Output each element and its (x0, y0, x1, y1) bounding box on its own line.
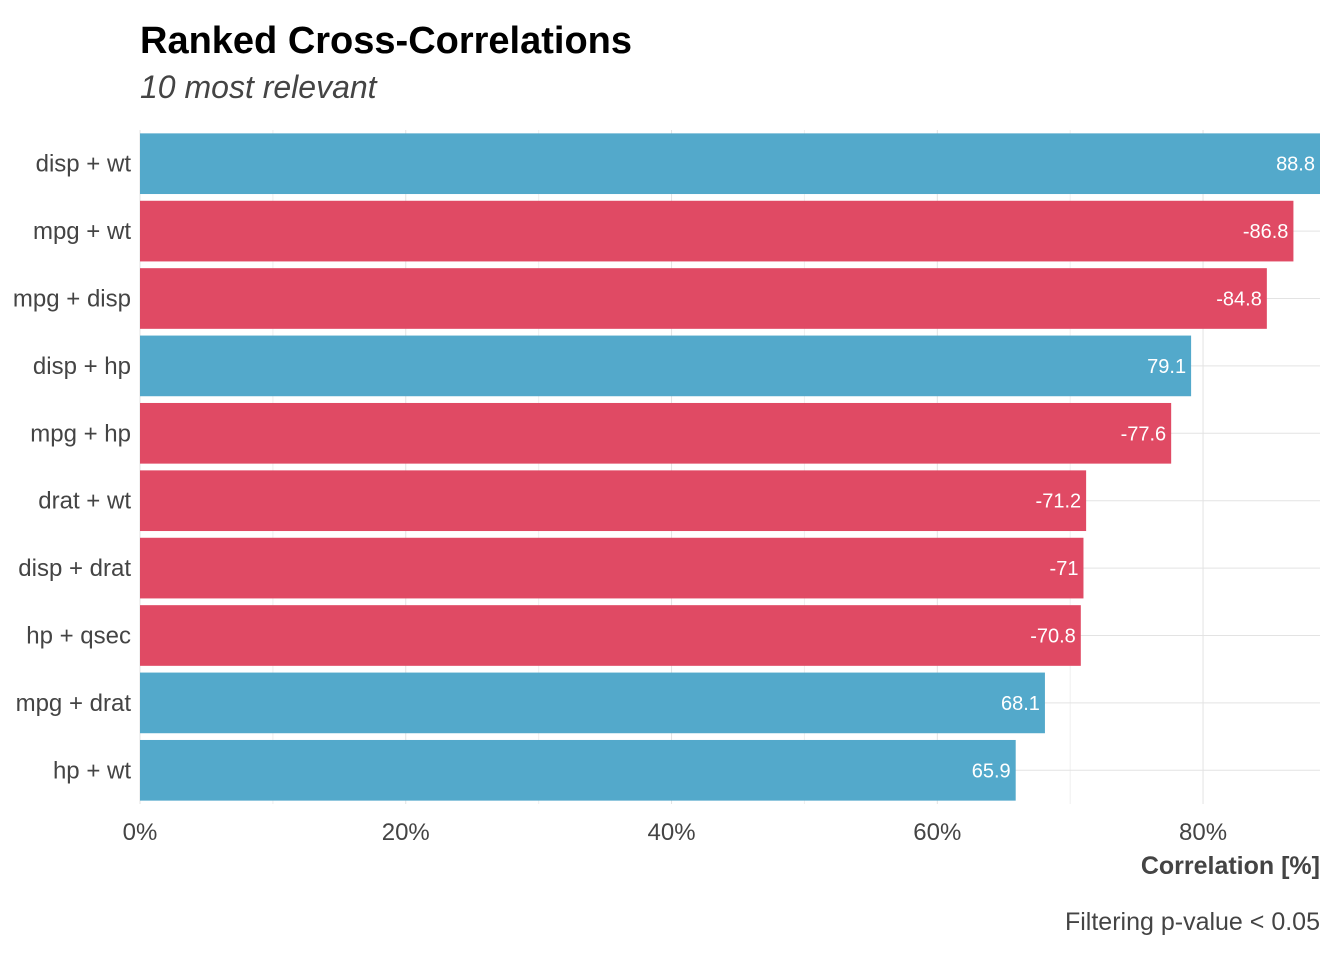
bar (140, 402, 1172, 464)
category-label: disp + hp (33, 353, 131, 380)
bar (140, 605, 1081, 666)
category-label: drat + wt (38, 488, 131, 515)
bar (140, 133, 1320, 195)
bar-value-label: -71 (1050, 558, 1079, 580)
category-label: hp + wt (53, 757, 131, 784)
x-tick-label: 0% (123, 819, 158, 846)
bar (140, 200, 1294, 262)
category-label: disp + wt (36, 151, 132, 178)
bars (140, 133, 1320, 801)
x-tick-label: 80% (1179, 819, 1227, 846)
bar (140, 470, 1087, 532)
category-label: disp + drat (18, 555, 131, 582)
chart-subtitle: 10 most relevant (140, 69, 378, 105)
chart-title: Ranked Cross-Correlations (140, 20, 632, 62)
bar (140, 739, 1016, 801)
bar-value-label: 88.8 (1276, 154, 1315, 176)
x-tick-label: 40% (648, 819, 696, 846)
bar-value-label: 68.1 (1001, 693, 1040, 715)
bar-value-label: 79.1 (1147, 356, 1186, 378)
x-axis-label: Correlation [%] (1141, 852, 1320, 880)
bar-value-label: -70.8 (1030, 626, 1076, 648)
bar-value-label: -86.8 (1243, 221, 1289, 243)
category-label: mpg + wt (33, 218, 131, 245)
bar-value-label: -84.8 (1216, 289, 1262, 311)
bar-value-label: -77.6 (1121, 423, 1167, 445)
category-label: mpg + drat (16, 690, 132, 717)
x-tick-label: 60% (913, 819, 961, 846)
bar (140, 335, 1192, 397)
category-labels: disp + wt mpg + wt mpg + disp disp + hp mpg … (13, 151, 131, 785)
category-label: mpg + disp (13, 286, 131, 313)
category-label: hp + qsec (26, 623, 131, 650)
x-tick-label: 20% (382, 819, 430, 846)
category-label: mpg + hp (30, 420, 131, 447)
bar-value-label: -71.2 (1036, 491, 1082, 513)
bar (140, 672, 1045, 734)
bar (140, 537, 1084, 599)
bar (140, 268, 1267, 329)
chart-caption: Filtering p-value < 0.05 (1065, 908, 1320, 936)
bar-value-label: 65.9 (972, 760, 1011, 782)
bar-value-labels: 88.8 -86.8 -84.8 79.1 -77.6 -71.2 -71 -70.8 68.1… (972, 154, 1315, 783)
x-tick-labels: 0% 20% 40% 60% 80% (123, 819, 1227, 846)
